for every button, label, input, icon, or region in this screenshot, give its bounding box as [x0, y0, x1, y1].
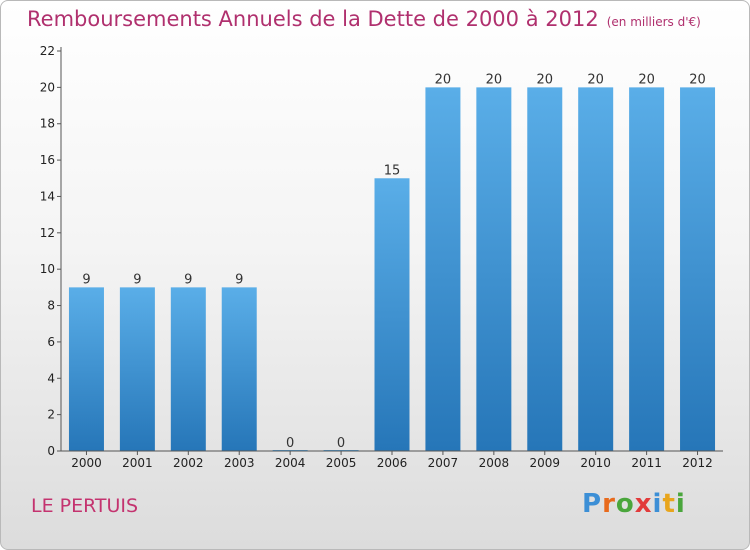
y-tick-label: 10 [40, 262, 55, 276]
x-tick-label: 2004 [275, 456, 306, 470]
y-tick-label: 8 [47, 299, 55, 313]
chart-title: Remboursements Annuels de la Dette de 20… [27, 7, 599, 31]
y-tick-label: 6 [47, 335, 55, 349]
bar [629, 87, 665, 451]
x-tick-label: 2011 [631, 456, 662, 470]
x-tick-label: 2009 [529, 456, 560, 470]
logo-letter: P [582, 489, 603, 519]
x-tick-label: 2003 [224, 456, 255, 470]
bar-value-label: 20 [587, 72, 604, 87]
y-tick-label: 12 [40, 226, 55, 240]
logo-letter: r [602, 489, 616, 519]
bar-value-label: 20 [435, 72, 452, 87]
y-tick-label: 2 [47, 408, 55, 422]
bar [425, 87, 461, 451]
bar-value-label: 0 [337, 436, 345, 451]
logo-letter: i [652, 489, 663, 519]
x-tick-label: 2005 [326, 456, 357, 470]
logo-letter: x [634, 489, 653, 519]
y-tick-label: 4 [47, 371, 55, 385]
y-tick-label: 22 [40, 44, 55, 58]
logo-letter: i [675, 489, 686, 519]
x-tick-label: 2000 [71, 456, 102, 470]
bar [527, 87, 563, 451]
bar [374, 178, 410, 452]
y-tick-label: 18 [40, 117, 55, 131]
bar-value-label: 9 [82, 272, 90, 287]
x-tick-label: 2010 [580, 456, 611, 470]
bar-value-label: 20 [638, 72, 655, 87]
bar [170, 287, 206, 451]
bar-value-label: 0 [286, 436, 294, 451]
city-name: LE PERTUIS [31, 495, 139, 517]
x-tick-label: 2008 [479, 456, 510, 470]
logo-letter: o [615, 489, 635, 519]
chart-title-block: Remboursements Annuels de la Dette de 20… [27, 7, 701, 31]
bar [476, 87, 512, 451]
bar [578, 87, 614, 451]
x-tick-label: 2002 [173, 456, 204, 470]
bar [68, 287, 104, 451]
bar [680, 87, 716, 451]
bar-value-label: 20 [689, 72, 706, 87]
bar [221, 287, 257, 451]
bar-value-label: 9 [133, 272, 141, 287]
x-tick-label: 2006 [377, 456, 408, 470]
logo-letter: t [662, 489, 676, 519]
bar [119, 287, 155, 451]
x-tick-label: 2012 [682, 456, 713, 470]
bar-value-label: 9 [235, 272, 243, 287]
bar-value-label: 20 [486, 72, 503, 87]
bar-value-label: 20 [536, 72, 553, 87]
bar-value-label: 9 [184, 272, 192, 287]
bar-value-label: 15 [384, 163, 401, 178]
y-tick-label: 16 [40, 153, 55, 167]
y-tick-label: 14 [40, 189, 55, 203]
proxiti-logo: Proxiti [582, 489, 686, 519]
y-tick-label: 0 [47, 444, 55, 458]
y-tick-label: 20 [40, 80, 55, 94]
chart-unit: (en milliers d'€) [606, 15, 701, 29]
x-tick-label: 2007 [428, 456, 459, 470]
x-tick-label: 2001 [122, 456, 153, 470]
